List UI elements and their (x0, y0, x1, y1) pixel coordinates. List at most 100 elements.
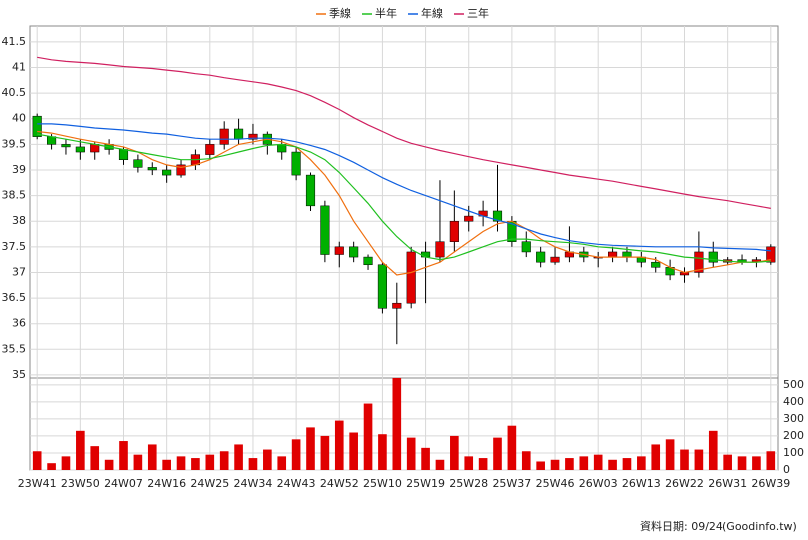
candle-body (377, 264, 387, 309)
candle-body (708, 251, 718, 263)
legend-label: 三年 (467, 6, 489, 20)
volume-bar (766, 451, 776, 470)
volume-bar (133, 454, 143, 470)
candle-body (363, 256, 373, 266)
y2-tick-label: 400 (783, 395, 804, 408)
x-tick-label: 24W52 (320, 477, 359, 490)
volume-bar (176, 456, 186, 470)
candle-body (766, 246, 776, 263)
volume-bar (622, 458, 632, 470)
candle-body (32, 115, 42, 137)
y-tick-label: 41 (12, 61, 26, 74)
volume-bar (708, 430, 718, 470)
volume-bar (234, 444, 243, 470)
candle-body (550, 256, 560, 263)
candle-body (305, 174, 316, 207)
volume-bar (306, 427, 315, 470)
volume-bar (421, 447, 430, 470)
candle-body (536, 251, 546, 263)
volume-bar (363, 403, 373, 470)
volume-bar (334, 420, 344, 470)
volume-bar (248, 458, 258, 470)
candle-body (492, 210, 503, 222)
x-tick-label: 26W03 (579, 477, 618, 490)
y2-tick-label: 500 (783, 378, 804, 391)
volume-bar (147, 444, 157, 470)
candle-body (162, 169, 172, 176)
candle-body (133, 159, 143, 168)
candle-body (608, 251, 618, 258)
x-tick-label: 24W34 (234, 477, 273, 490)
volume-bar (665, 439, 675, 470)
volume-bar (752, 456, 761, 470)
x-tick-label: 26W31 (708, 477, 747, 490)
candle-body (75, 146, 85, 153)
legend-label: 季線 (329, 6, 351, 20)
x-tick-label: 23W50 (61, 477, 100, 490)
candle-body (406, 251, 416, 304)
volume-bar (104, 459, 114, 470)
volume-bar (263, 449, 272, 470)
x-tick-label: 26W13 (622, 477, 661, 490)
volume-bar (637, 456, 646, 470)
y2-tick-label: 200 (783, 429, 804, 442)
candle-body (349, 246, 359, 258)
ma-line (37, 123, 771, 252)
volume-bar (392, 378, 402, 470)
volume-bar (277, 456, 287, 470)
volume-bar (219, 451, 229, 470)
y-tick-label: 38 (12, 214, 26, 227)
volume-bar (565, 458, 574, 470)
candle-body (334, 246, 344, 255)
volume-bar (464, 456, 474, 470)
volume-bar (291, 439, 301, 470)
footer-date: 資料日期: 09/24 (640, 519, 723, 533)
volume-bar (435, 459, 445, 470)
footer-source: (Goodinfo.tw) (722, 520, 797, 533)
volume-bar (320, 435, 330, 470)
x-tick-label: 25W37 (492, 477, 531, 490)
x-tick-label: 25W28 (449, 477, 488, 490)
y-tick-label: 36.5 (2, 291, 27, 304)
volume-bar (608, 459, 617, 470)
y2-tick-label: 300 (783, 412, 804, 425)
y-tick-label: 40 (12, 112, 26, 125)
volume-bar (723, 454, 732, 470)
candle-body (118, 149, 129, 160)
volume-bar (32, 451, 42, 470)
y-tick-label: 39.5 (2, 137, 27, 150)
volume-bar (90, 446, 100, 470)
ma-line (37, 130, 771, 276)
x-tick-label: 26W22 (665, 477, 704, 490)
legend-label: 半年 (375, 6, 397, 20)
volume-bar (378, 434, 387, 470)
volume-bar (478, 458, 488, 470)
legend-label: 年線 (421, 6, 443, 20)
volume-bar (521, 451, 531, 470)
candle-body (521, 241, 531, 253)
candle-body (205, 144, 215, 155)
candle-body (421, 251, 431, 258)
y-tick-label: 40.5 (2, 86, 27, 99)
candle-body (176, 164, 186, 176)
candle-body (449, 220, 459, 242)
volume-bar (593, 454, 603, 470)
volume-bar (579, 456, 589, 470)
plot-frame (29, 25, 779, 471)
volume-bar (205, 454, 215, 470)
volume-bar (651, 444, 661, 470)
y-tick-label: 35.5 (2, 342, 27, 355)
ma-line (37, 56, 771, 209)
x-tick-label: 24W07 (104, 477, 143, 490)
volume-bar (493, 437, 502, 470)
x-tick-label: 24W43 (277, 477, 316, 490)
candle-body (248, 133, 258, 140)
ma-line (37, 133, 771, 263)
volume-bar (507, 425, 517, 470)
volume-bar (406, 437, 416, 470)
y-tick-label: 38.5 (2, 189, 27, 202)
volume-bar (191, 458, 200, 470)
y-tick-label: 37.5 (2, 240, 27, 253)
